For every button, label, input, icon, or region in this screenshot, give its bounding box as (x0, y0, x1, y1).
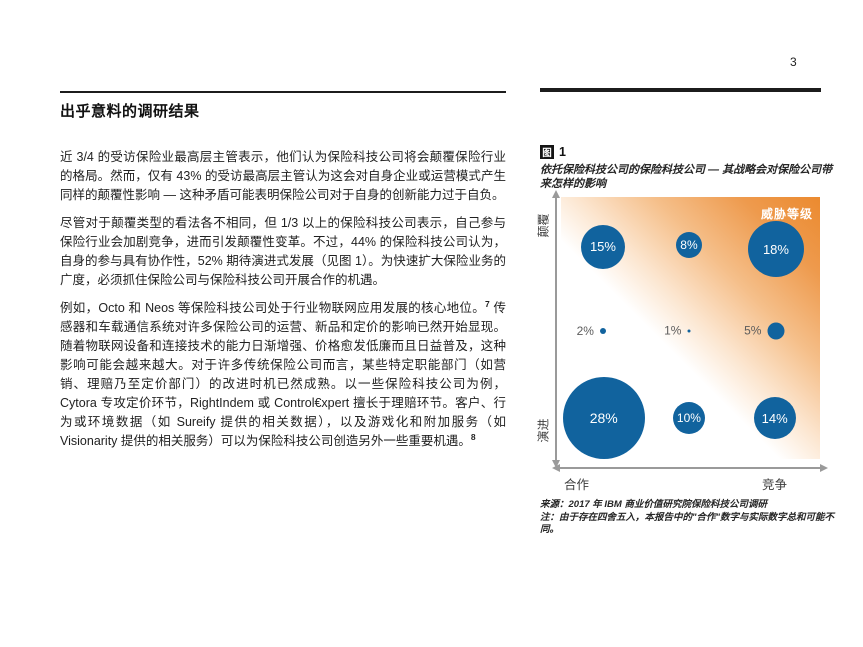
y-axis-label-bottom: 演进 (536, 418, 551, 443)
bubble-circle: 8% (675, 232, 702, 259)
figure-label: 图 1 (540, 145, 566, 159)
paragraph-3: 例如，Octo 和 Neos 等保险科技公司处于行业物联网应用发展的核心地位。7… (60, 299, 506, 451)
paragraph-3-text-a: 例如，Octo 和 Neos 等保险科技公司处于行业物联网应用发展的核心地位。 (60, 301, 485, 315)
bubble-2%: 2% (577, 324, 606, 338)
bubble-circle: 28% (562, 377, 645, 460)
figure-caption: 依托保险科技公司的保险科技公司 — 其战略会对保险公司带来怎样的影响 (540, 164, 833, 190)
footnote-ref-8: 8 (470, 431, 476, 442)
bubble-circle: 15% (580, 224, 625, 269)
figure-notes: 来源：2017 年 IBM 商业价值研究院保险科技公司调研 注：由于存在四舍五入… (540, 499, 835, 537)
bubble-circle (687, 329, 691, 333)
figure-label-icon: 图 (540, 145, 554, 159)
footnote-ref-7: 7 (485, 298, 490, 309)
bubble-15%: 15% (580, 224, 625, 269)
heading-rule (60, 91, 506, 93)
paragraph-2: 尽管对于颠覆类型的看法各不相同，但 1/3 以上的保险科技公司表示，自己参与保险… (60, 216, 506, 287)
bubble-circle (767, 322, 785, 340)
x-axis-arrow (552, 464, 828, 472)
bubble-circle: 10% (672, 402, 705, 435)
bubble-5%: 5% (744, 322, 785, 340)
bubble-28%: 28% (562, 377, 645, 460)
bubble-circle (599, 327, 606, 334)
bubble-plot: 威胁等级 15% 8% 18% 2% 1% 5% 28% 10% 14% (561, 197, 820, 460)
figure-number: 1 (559, 145, 566, 159)
bubble-outside-label: 5% (744, 323, 762, 338)
paragraph-3-text-b: 传感器和车载通信系统对许多保险公司的运营、新品和定价的影响已然开始显现。随着物联… (60, 301, 506, 448)
left-column: 出乎意料的调研结果 近 3/4 的受访保险业最高层主管表示，他们认为保险科技公司… (60, 91, 506, 451)
bubble-10%: 10% (672, 402, 705, 435)
section-heading: 出乎意料的调研结果 (60, 103, 200, 120)
bubble-1%: 1% (664, 324, 691, 338)
bubble-circle: 14% (753, 397, 796, 440)
page-number: 3 (790, 55, 797, 69)
bubble-outside-label: 2% (576, 323, 594, 338)
bubble-14%: 14% (753, 397, 796, 440)
bubble-circle: 18% (747, 221, 804, 278)
y-axis-label-top: 颠覆 (536, 213, 551, 238)
x-axis-label-right: 竞争 (762, 478, 788, 492)
bubble-8%: 8% (675, 232, 702, 259)
bubble-outside-label: 1% (664, 323, 682, 338)
bubble-18%: 18% (747, 221, 804, 278)
y-axis-arrow (552, 190, 560, 468)
figure-top-rule (540, 88, 821, 92)
figure-note: 注：由于存在四舍五入，本报告中的"合作"数字与实际数字总和可能不同。 (540, 511, 835, 536)
paragraph-1: 近 3/4 的受访保险业最高层主管表示，他们认为保险科技公司将会颠覆保险行业的格… (60, 150, 506, 202)
x-axis-label-left: 合作 (564, 478, 590, 492)
threat-level-label: 威胁等级 (760, 207, 813, 221)
figure-source: 来源：2017 年 IBM 商业价值研究院保险科技公司调研 (540, 499, 767, 510)
